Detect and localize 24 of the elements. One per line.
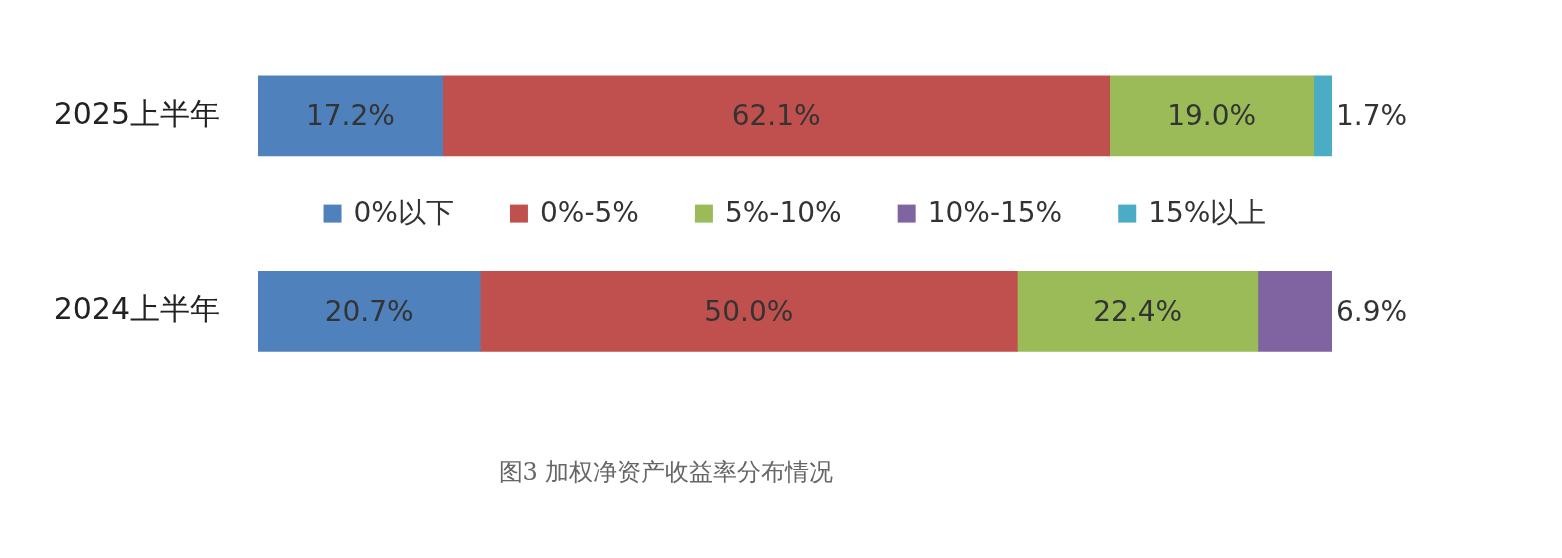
y-tick-label: 2025上半年 — [53, 95, 220, 131]
bar — [442, 75, 1111, 157]
data-label: 50.0% — [704, 294, 794, 328]
legend-label: 0%-5% — [539, 195, 639, 229]
data-label: 20.7% — [324, 294, 414, 328]
bar — [1016, 271, 1259, 352]
data-label: 62.1% — [731, 99, 821, 133]
bar — [258, 75, 444, 157]
data-label: 6.9% — [1336, 294, 1408, 328]
legend-label: 0%以下 — [353, 195, 454, 229]
data-label: 1.7% — [1336, 99, 1408, 133]
bar — [479, 271, 1018, 352]
bar — [1313, 75, 1332, 157]
bar — [1257, 271, 1332, 352]
data-label: 19.0% — [1167, 99, 1257, 133]
data-label: 22.4% — [1093, 294, 1183, 328]
legend-label: 5%-10% — [724, 195, 842, 229]
text: 图3 加权净资产收益率分布情况 — [498, 457, 834, 486]
y-tick-label: 2024上半年 — [53, 291, 220, 327]
data-label: 17.2% — [305, 99, 395, 133]
legend-label: 10%-15% — [927, 195, 1063, 229]
bar — [258, 271, 481, 352]
bar — [1109, 75, 1315, 157]
legend-label: 15%以上 — [1148, 195, 1267, 229]
